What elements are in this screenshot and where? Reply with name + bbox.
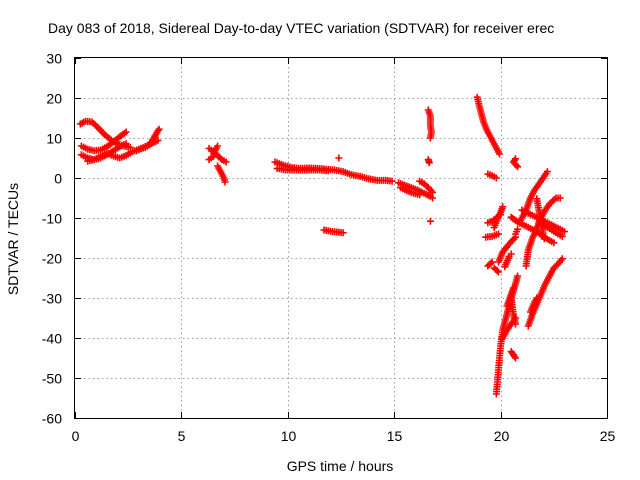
data-point [511, 233, 519, 241]
data-point [514, 225, 522, 233]
x-tick-label: 15 [387, 428, 403, 444]
data-points [76, 93, 568, 398]
data-point [324, 167, 332, 175]
y-tick-label: 10 [46, 131, 62, 147]
y-tick-label: -20 [42, 251, 62, 267]
chart-title: Day 083 of 2018, Sidereal Day-to-day VTE… [48, 20, 554, 36]
y-tick-label: 20 [46, 91, 62, 107]
data-point [222, 158, 230, 166]
data-point [493, 267, 501, 275]
data-point [494, 230, 502, 238]
plot-frame [74, 57, 608, 419]
y-axis-label: SDTVAR / TECUs [5, 183, 21, 295]
data-point [425, 159, 433, 167]
y-tick-label: -40 [42, 331, 62, 347]
y-tick-label: 30 [46, 51, 62, 67]
data-point [558, 255, 566, 263]
y-tick-label: 0 [54, 171, 62, 187]
data-point [494, 268, 502, 276]
x-tick-label: 10 [281, 428, 297, 444]
y-tick-label: -10 [42, 211, 62, 227]
data-point [492, 174, 500, 182]
data-point [214, 142, 222, 150]
data-point [426, 134, 434, 142]
axis-ticks: 0 5 10 15 20 25 30 20 10 0 -10 -20 -30 -40 -50 -60 [42, 51, 616, 445]
data-point [496, 150, 504, 158]
data-point [558, 232, 566, 240]
data-point [540, 235, 548, 243]
data-point [339, 229, 347, 237]
grid-lines [75, 58, 607, 418]
x-tick-label: 0 [72, 428, 80, 444]
y-tick-label: -30 [42, 291, 62, 307]
x-tick-label: 25 [600, 428, 616, 444]
data-point [335, 154, 343, 162]
data-point [221, 178, 229, 186]
data-point [499, 203, 507, 211]
data-point [550, 239, 558, 247]
x-tick-label: 5 [178, 428, 186, 444]
x-axis-label: GPS time / hours [287, 458, 394, 474]
data-point [511, 320, 519, 328]
data-point [543, 168, 551, 176]
data-point [487, 259, 495, 267]
data-point [122, 140, 130, 148]
y-tick-label: -50 [42, 371, 62, 387]
data-point [429, 188, 437, 196]
y-tick-label: -60 [42, 411, 62, 427]
data-point [509, 284, 517, 292]
data-point [556, 194, 564, 202]
data-point [511, 354, 519, 362]
data-point [560, 228, 568, 236]
data-point [216, 154, 224, 162]
data-point [388, 177, 396, 185]
data-point [533, 294, 541, 302]
data-point [155, 125, 163, 133]
data-point [514, 272, 522, 280]
data-point [416, 191, 424, 199]
data-point [426, 217, 434, 225]
data-point [488, 258, 496, 266]
data-point [122, 128, 130, 136]
x-tick-label: 20 [494, 428, 510, 444]
data-point [514, 163, 522, 171]
data-point [507, 250, 515, 258]
